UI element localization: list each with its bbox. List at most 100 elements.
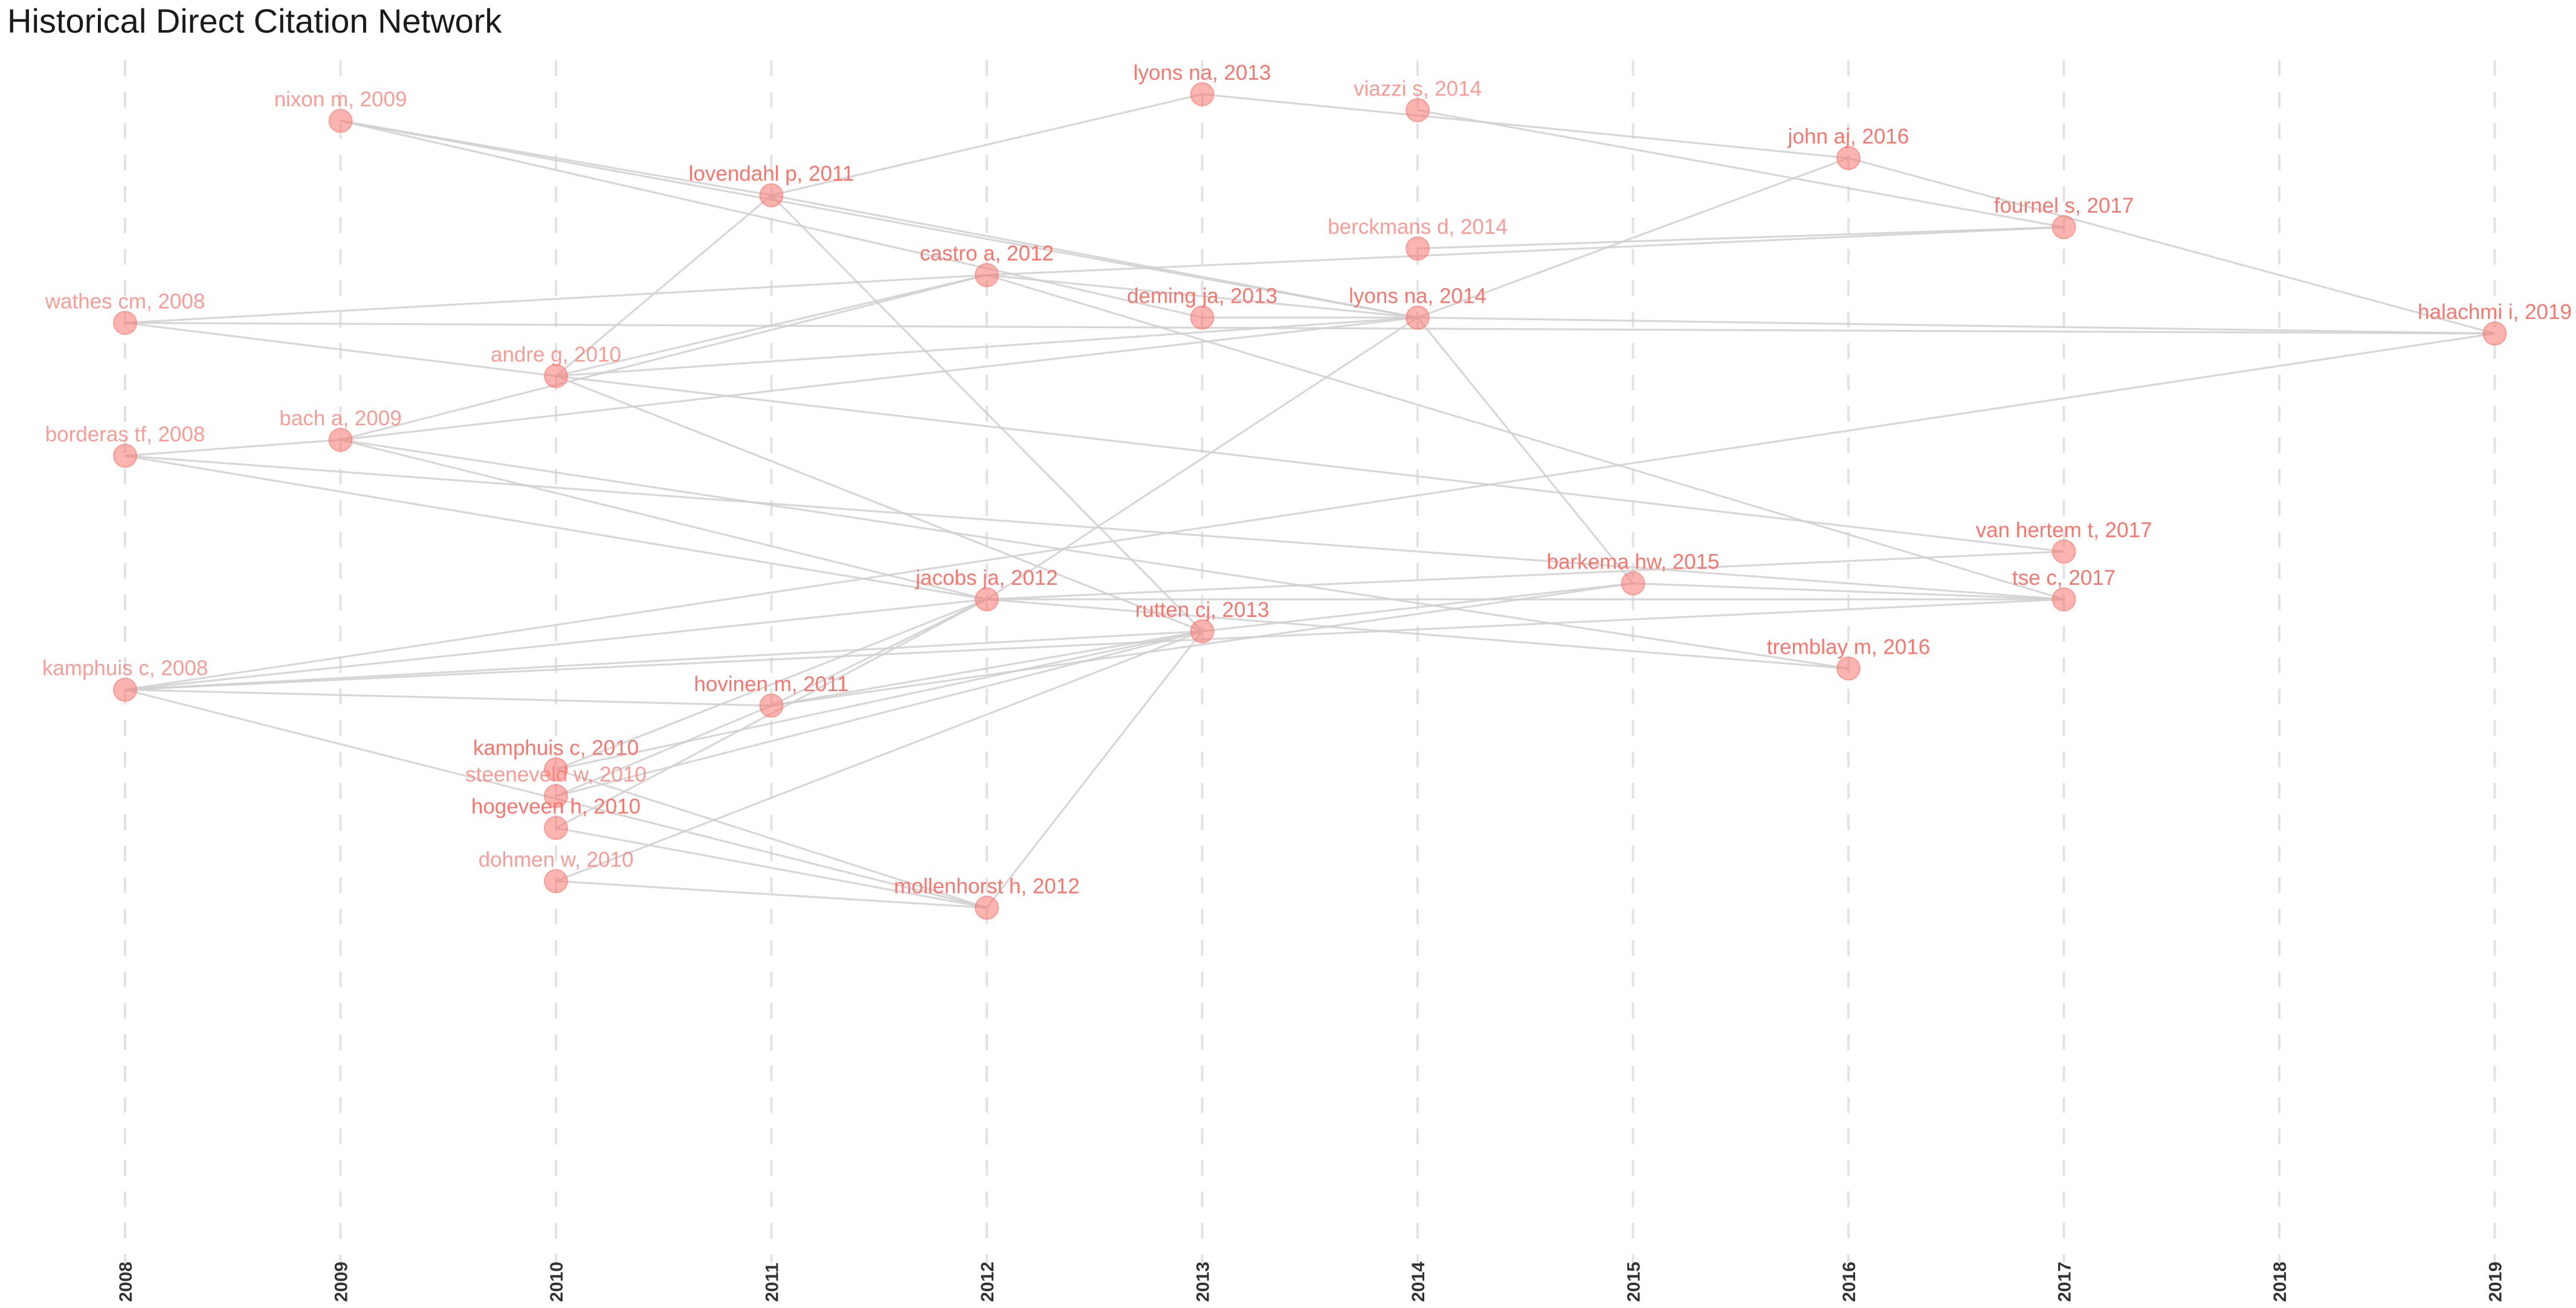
edge-dohmen_2010-mollenhorst_2012 <box>555 880 987 909</box>
node-label-vanhertem_2017: van hertem t, 2017 <box>1976 518 2152 542</box>
node-castro_2012[interactable] <box>975 263 999 288</box>
node-label-berckmans_2014: berckmans d, 2014 <box>1328 215 1508 239</box>
edge-kamphuis_2010-mollenhorst_2012 <box>555 768 987 909</box>
edge-andre_2010-rutten_2013 <box>555 375 1203 633</box>
x-tick-label-2008: 2008 <box>116 1261 136 1302</box>
node-viazzi_2014[interactable] <box>1406 98 1430 123</box>
edge-hogeveen_2010-mollenhorst_2012 <box>555 826 987 909</box>
node-kamphuis_2008[interactable] <box>113 677 137 702</box>
edge-andre_2010-vanhertem_2017 <box>555 375 2064 553</box>
node-label-bach_2009: bach a, 2009 <box>279 407 401 430</box>
node-hovinen_2011[interactable] <box>759 694 784 718</box>
grid-layer <box>124 60 2496 1263</box>
edge-kamphuis_2008-halachmi_2019 <box>124 332 2495 691</box>
edge-lyons_2013-john_2016 <box>1202 93 1849 159</box>
x-tick-label-2018: 2018 <box>2270 1261 2290 1302</box>
node-label-hogeveen_2010: hogeveen h, 2010 <box>471 794 641 818</box>
node-lyons_2013[interactable] <box>1190 82 1215 106</box>
x-tick-label-2012: 2012 <box>978 1261 998 1302</box>
node-label-steeneveld_2010: steeneveld w, 2010 <box>465 763 647 787</box>
node-label-dohmen_2010: dohmen w, 2010 <box>479 848 634 871</box>
edge-bach_2009-tremblay_2016 <box>340 439 1849 669</box>
node-berckmans_2014[interactable] <box>1406 236 1430 261</box>
node-label-kamphuis_2008: kamphuis c, 2008 <box>42 657 208 680</box>
node-halachmi_2019[interactable] <box>2482 321 2507 346</box>
edge-layer <box>124 93 2495 909</box>
node-label-halachmi_2019: halachmi i, 2019 <box>2418 300 2572 324</box>
node-bach_2009[interactable] <box>328 428 353 452</box>
edge-castro_2012-bach_2009 <box>340 274 987 441</box>
node-dohmen_2010[interactable] <box>544 869 568 894</box>
node-label-nixon_2009: nixon m, 2009 <box>274 88 407 111</box>
node-label-mollenhorst_2012: mollenhorst h, 2012 <box>894 874 1079 898</box>
node-label-tse_2017: tse c, 2017 <box>2012 566 2116 590</box>
node-label-lovendahl_2011: lovendahl p, 2011 <box>689 162 854 185</box>
x-tick-label-2011: 2011 <box>763 1263 783 1302</box>
node-label-wathes_2008: wathes cm, 2008 <box>45 289 205 313</box>
edge-borderas_2008-tse_2017 <box>124 454 2064 601</box>
edge-lovendahl_2011-lyons_2013 <box>771 93 1202 196</box>
edge-fournel_2017-castro_2012 <box>986 226 2064 276</box>
edge-wathes_2008-halachmi_2019 <box>124 321 2495 335</box>
edge-hovinen_2011-barkema_2015 <box>771 582 1633 707</box>
edge-lyons_2014-barkema_2015 <box>1416 317 1634 584</box>
node-john_2016[interactable] <box>1836 146 1861 170</box>
node-steeneveld_2010[interactable] <box>544 784 568 808</box>
edge-rutten_2013-kamphuis_2008 <box>124 630 1202 691</box>
node-vanhertem_2017[interactable] <box>2051 539 2076 564</box>
edge-bach_2009-jacobs_2012 <box>340 439 987 601</box>
node-lyons_2014[interactable] <box>1406 305 1430 330</box>
node-label-rutten_2013: rutten cj, 2013 <box>1135 598 1270 622</box>
x-tick-label-2014: 2014 <box>1409 1261 1428 1302</box>
edge-halachmi_2019-lyons_2014 <box>1417 317 2495 335</box>
node-label-kamphuis_2010: kamphuis c, 2010 <box>473 736 639 760</box>
edge-jacobs_2012-hovinen_2011 <box>770 598 987 707</box>
edge-nixon_2009-deming_2013 <box>340 120 1202 319</box>
node-label-barkema_2015: barkema hw, 2015 <box>1546 550 1719 574</box>
node-lovendahl_2011[interactable] <box>759 183 784 208</box>
x-tick-label-2015: 2015 <box>1624 1261 1644 1302</box>
x-tick-label-2009: 2009 <box>332 1261 352 1302</box>
chart-title: Historical Direct Citation Network <box>7 2 502 40</box>
edge-jacobs_2012-vanhertem_2017 <box>986 550 2064 601</box>
node-tse_2017[interactable] <box>2051 587 2076 611</box>
node-andre_2010[interactable] <box>544 364 568 388</box>
node-rutten_2013[interactable] <box>1190 619 1215 643</box>
x-tick-label-2016: 2016 <box>1839 1261 1859 1302</box>
node-tremblay_2016[interactable] <box>1836 656 1861 681</box>
edge-fournel_2017-berckmans_2014 <box>1417 226 2064 250</box>
edge-kamphuis_2008-hovinen_2011 <box>124 689 772 707</box>
edge-lovendahl_2011-rutten_2013 <box>770 195 1203 632</box>
edge-lyons_2014-jacobs_2012 <box>986 317 1418 601</box>
x-tick-label-2019: 2019 <box>2486 1261 2506 1302</box>
edge-rutten_2013-mollenhorst_2012 <box>986 630 1203 909</box>
edge-castro_2012-andre_2010 <box>555 274 987 377</box>
edge-borderas_2008-jacobs_2012 <box>124 454 987 601</box>
edge-castro_2012-tse_2017 <box>986 274 2064 601</box>
edge-rutten_2013-steeneveld_2010 <box>555 630 1202 797</box>
edge-lyons_2014-andre_2010 <box>555 317 1418 377</box>
edge-jacobs_2012-kamphuis_2008 <box>124 598 987 691</box>
node-nixon_2009[interactable] <box>328 109 353 133</box>
node-jacobs_2012[interactable] <box>975 587 999 611</box>
node-layer <box>113 82 2507 920</box>
edge-rutten_2013-barkema_2015 <box>1202 582 1633 633</box>
edge-kamphuis_2008-tse_2017 <box>124 598 2064 691</box>
node-label-hovinen_2011: hovinen m, 2011 <box>694 672 848 696</box>
node-hogeveen_2010[interactable] <box>544 816 568 840</box>
node-borderas_2008[interactable] <box>113 443 137 468</box>
edge-wathes_2008-andre_2010 <box>124 321 557 377</box>
edge-wathes_2008-castro_2012 <box>124 274 987 324</box>
x-tick-label-2017: 2017 <box>2055 1261 2075 1302</box>
node-fournel_2017[interactable] <box>2051 215 2076 239</box>
node-label-john_2016: john aj, 2016 <box>1787 125 1909 149</box>
edge-jacobs_2012-kamphuis_2010 <box>555 598 987 771</box>
node-kamphuis_2010[interactable] <box>544 757 568 782</box>
node-wathes_2008[interactable] <box>113 311 137 335</box>
node-deming_2013[interactable] <box>1190 305 1215 330</box>
node-label-fournel_2017: fournel s, 2017 <box>1994 194 2134 217</box>
edge-nixon_2009-lyons_2014 <box>340 120 1418 319</box>
node-mollenhorst_2012[interactable] <box>975 895 999 920</box>
node-barkema_2015[interactable] <box>1621 571 1645 596</box>
edge-rutten_2013-kamphuis_2010 <box>555 630 1202 771</box>
